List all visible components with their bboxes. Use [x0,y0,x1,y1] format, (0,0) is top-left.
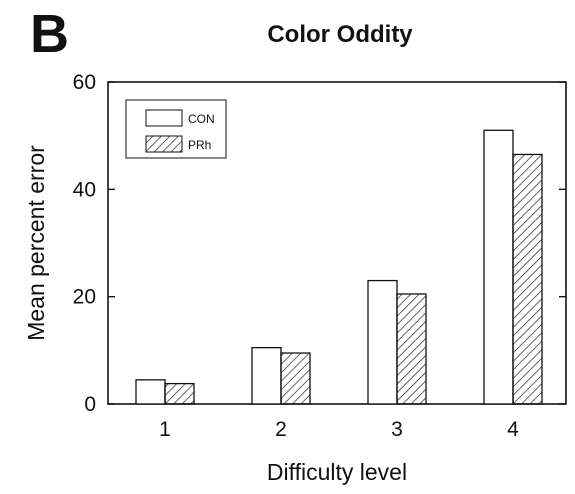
bar-prh-level-4 [512,153,543,405]
y-axis-label: Mean percent error [23,145,49,341]
bar-con-level-3 [367,279,398,405]
y-tick-label: 0 [84,393,96,416]
x-axis-label: Difficulty level [267,459,407,485]
bar-con-level-2 [251,346,282,405]
y-tick-label: 40 [73,178,96,201]
legend-label-prh: PRh [188,138,211,152]
chart-title: Color Oddity [267,21,413,48]
bar-prh-level-1 [164,382,195,405]
bar-prh-level-3 [396,293,427,405]
bar-prh-level-2 [280,352,311,405]
legend: CON PRh [125,99,227,159]
y-axis: 0 20 40 60 [73,71,566,416]
panel-label: B [30,4,69,64]
plot-frame [107,81,567,405]
bars [135,129,543,405]
y-tick-label: 60 [73,71,96,94]
x-tick-label: 2 [275,418,287,441]
legend-label-con: CON [188,112,215,126]
x-tick-label: 3 [391,418,403,441]
y-tick-label: 20 [73,286,96,309]
legend-swatch-prh [145,135,183,153]
x-tick-label: 4 [507,418,519,441]
bar-con-level-4 [483,129,514,405]
legend-swatch-con [145,109,183,127]
x-tick-label: 1 [159,418,171,441]
bar-con-level-1 [135,379,166,405]
